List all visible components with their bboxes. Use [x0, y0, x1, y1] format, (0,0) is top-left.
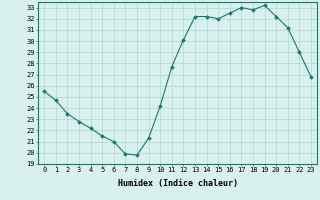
X-axis label: Humidex (Indice chaleur): Humidex (Indice chaleur)	[118, 179, 238, 188]
